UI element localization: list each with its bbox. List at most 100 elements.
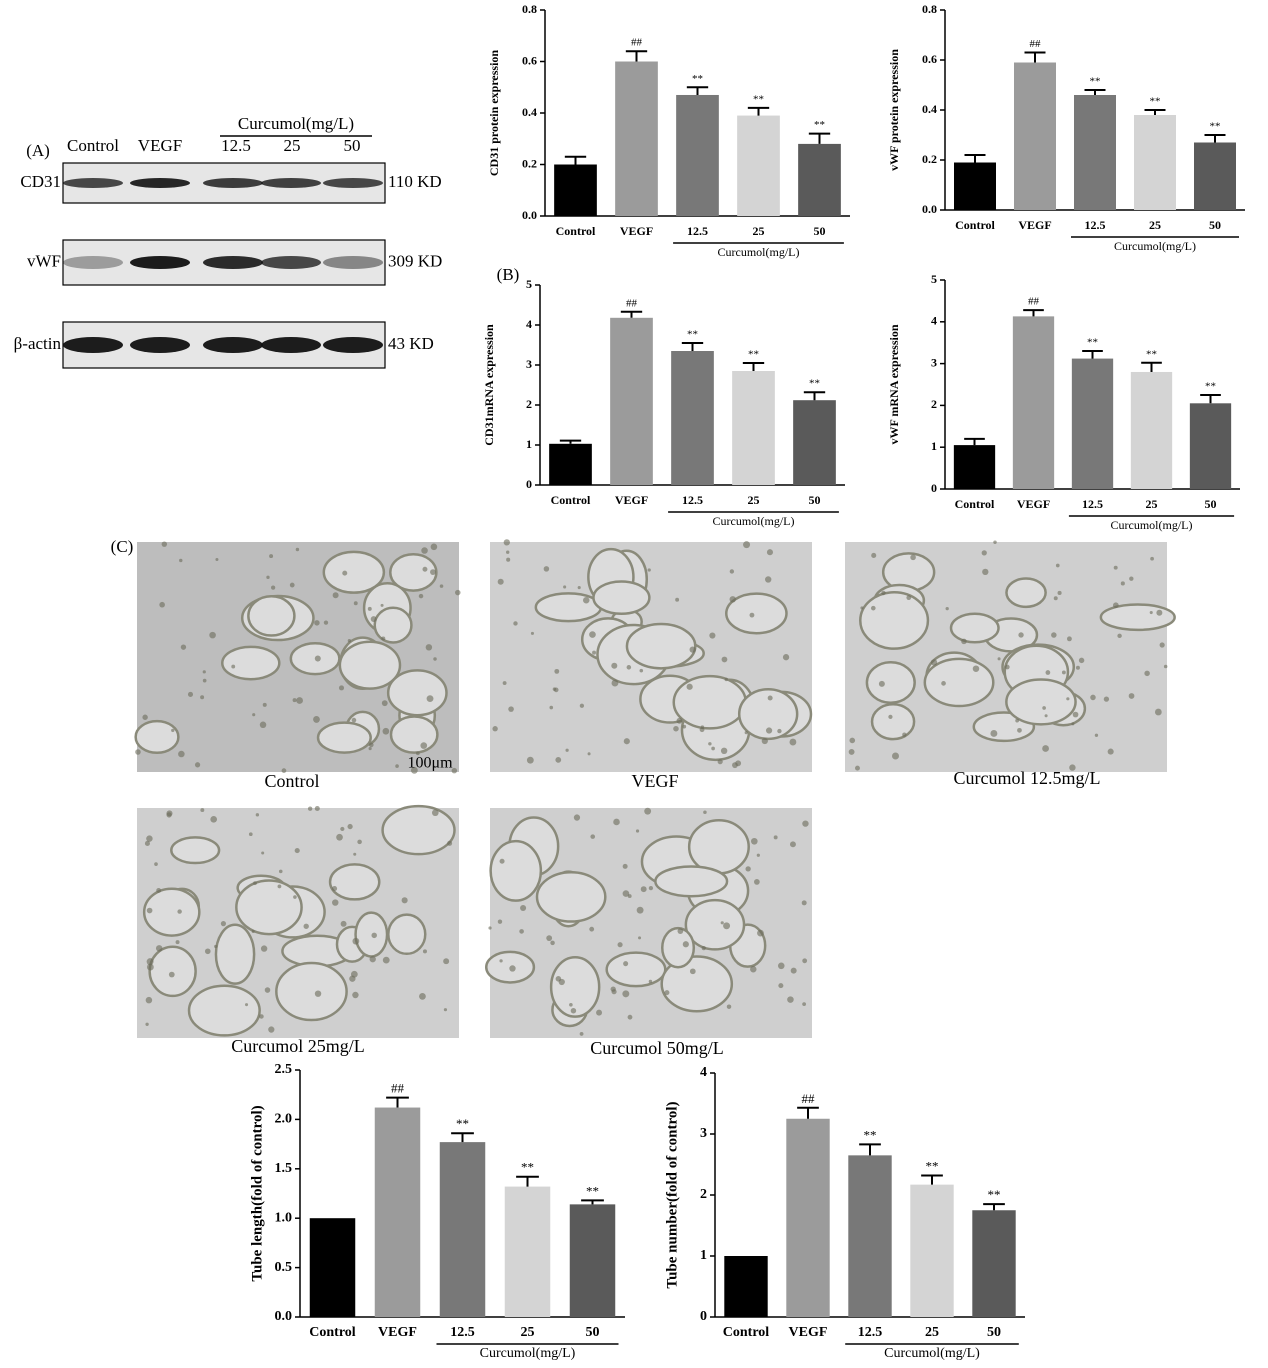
- micrograph-cell: [577, 586, 581, 590]
- micrograph-cell: [677, 928, 684, 935]
- x-tick-label: Control: [955, 497, 995, 511]
- micrograph-cell: [200, 695, 205, 700]
- micrograph-cell: [251, 929, 255, 933]
- micrograph-cell: [353, 601, 358, 606]
- micrograph-cell: [981, 550, 987, 556]
- micrograph-cell: [676, 717, 683, 724]
- error-bar: [559, 439, 582, 444]
- y-tick-label: 0.0: [522, 208, 537, 222]
- micrograph-cell: [881, 590, 886, 596]
- micrograph-lumen: [322, 550, 386, 594]
- significance-label: **: [1087, 337, 1098, 349]
- micrograph-cell: [729, 596, 736, 603]
- micrograph-cell: [1154, 708, 1162, 716]
- error-bar: [516, 1175, 539, 1187]
- x-tick-label: Control: [955, 218, 995, 232]
- micrograph-cell: [682, 724, 687, 729]
- group-label: Curcumol(mg/L): [1111, 518, 1193, 532]
- micrograph-cell: [573, 814, 581, 821]
- lane-label: 12.5: [221, 136, 251, 155]
- micrograph-cell: [579, 703, 585, 708]
- significance-label: **: [687, 329, 698, 341]
- micrograph-cell: [499, 858, 505, 864]
- row-label: β-actin: [14, 334, 62, 353]
- bar: [1134, 115, 1176, 210]
- micrograph-cell: [622, 990, 630, 998]
- micrograph-cell: [639, 668, 644, 673]
- x-tick-label: 25: [925, 1325, 939, 1340]
- micrograph-cell: [590, 834, 596, 839]
- micrograph-lumen: [247, 595, 296, 637]
- significance-label: **: [586, 1183, 599, 1198]
- micrograph-lumen: [949, 612, 1000, 644]
- micrograph-cell: [745, 866, 751, 872]
- micrograph-cell: [777, 728, 782, 734]
- micrograph-cell: [303, 923, 309, 929]
- micrograph-cell: [689, 968, 696, 975]
- error-bar: [747, 106, 770, 116]
- significance-label: **: [814, 119, 825, 131]
- error-bar: [1084, 89, 1106, 95]
- micrograph-cell: [801, 900, 807, 906]
- panel-label: (A): [26, 141, 50, 160]
- micrograph-cell: [421, 547, 428, 554]
- micrograph-cell: [743, 541, 751, 549]
- micrograph-cell: [418, 593, 424, 599]
- bar: [732, 371, 775, 485]
- y-tick-label: 0.0: [275, 1309, 293, 1324]
- bar: [1074, 95, 1116, 210]
- micrograph-cell: [782, 654, 790, 661]
- micrograph-cell: [159, 601, 165, 608]
- micrograph-cell: [142, 714, 148, 720]
- y-tick-label: 0: [931, 481, 937, 495]
- significance-label: **: [988, 1187, 1001, 1202]
- significance-label: **: [864, 1127, 877, 1142]
- micrograph-cell: [488, 926, 492, 930]
- micrograph-cell: [582, 596, 590, 604]
- micrograph-cell: [1061, 670, 1066, 675]
- micrograph-cell: [313, 716, 320, 723]
- micrograph-cell: [972, 665, 980, 672]
- micrograph-cell: [1144, 670, 1150, 677]
- bar: [1071, 358, 1114, 489]
- micrograph-cell: [526, 756, 534, 764]
- micrograph-cell: [1156, 609, 1163, 616]
- error-bar: [797, 1106, 819, 1119]
- micrograph-cell: [638, 936, 642, 940]
- micrograph-cell: [381, 636, 386, 641]
- micrograph-cell: [623, 738, 630, 745]
- micrograph-cell: [563, 585, 567, 589]
- micrograph-cell: [589, 926, 595, 932]
- y-tick-label: 5: [526, 277, 532, 291]
- micrograph-cell: [982, 568, 989, 576]
- micrograph-cell: [720, 921, 724, 925]
- micrograph-cell: [549, 705, 554, 710]
- micrograph-cell: [579, 1032, 584, 1036]
- bar: [1130, 371, 1173, 489]
- micrograph-cell: [520, 905, 527, 912]
- micrograph-cell: [627, 894, 632, 899]
- significance-label: ##: [391, 1081, 405, 1096]
- micrograph-cell: [777, 962, 785, 970]
- bar: [615, 61, 658, 216]
- lane-label: VEGF: [138, 136, 182, 155]
- x-tick-label: VEGF: [1017, 497, 1050, 511]
- micrograph-cell: [296, 697, 303, 704]
- bar: [554, 164, 597, 216]
- micrograph-caption: VEGF: [631, 771, 678, 791]
- micrograph-cell: [353, 852, 357, 856]
- micrograph-cell: [802, 820, 809, 827]
- error-bar: [625, 50, 648, 62]
- row-label: CD31: [20, 172, 61, 191]
- micrograph-cell: [194, 762, 201, 768]
- micrograph-cell: [1107, 748, 1114, 755]
- micrograph-lumen: [316, 721, 372, 754]
- micrograph-cell: [1094, 733, 1099, 737]
- bar: [953, 445, 996, 489]
- micrograph-cell: [1117, 633, 1122, 639]
- micrograph-cell: [369, 955, 376, 963]
- x-tick-label: 12.5: [450, 1325, 475, 1340]
- micrograph-cell: [623, 961, 629, 967]
- micrograph-cell: [443, 1008, 448, 1012]
- x-tick-label: 12.5: [1082, 497, 1103, 511]
